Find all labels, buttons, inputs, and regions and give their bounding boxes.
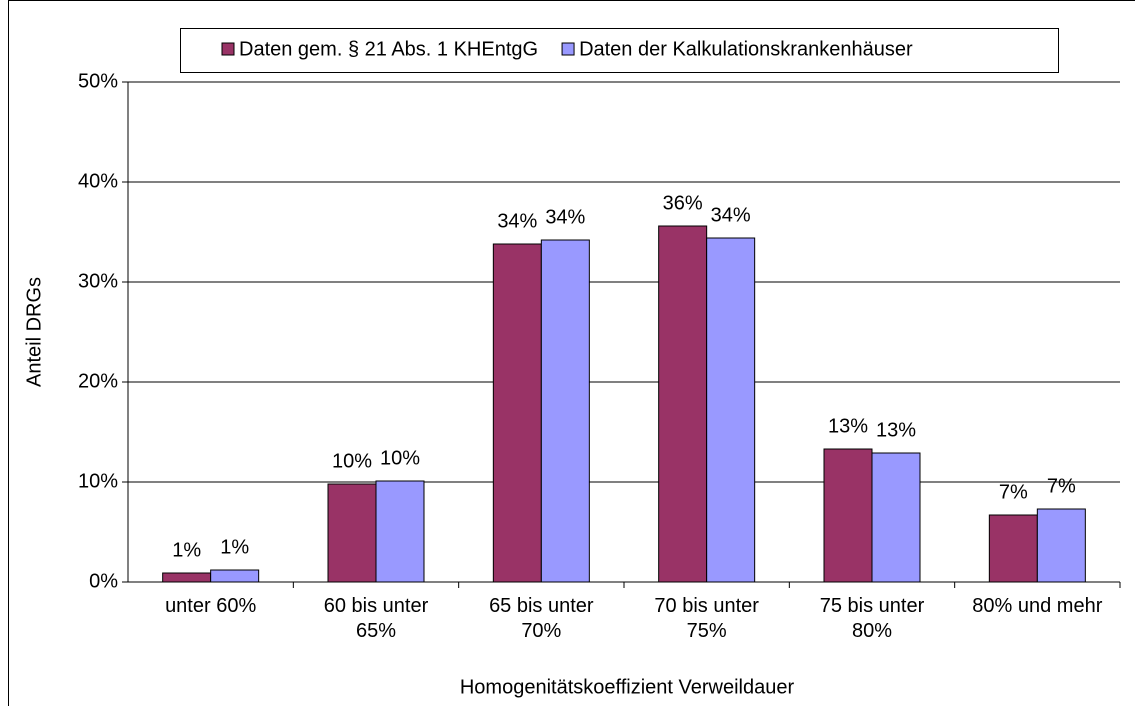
x-tick-label: 75 bis unter 80% (819, 595, 925, 642)
legend-swatch (221, 42, 235, 56)
bar (871, 452, 921, 583)
x-axis-title: Homogenitätskoeffizient Verweildauer (460, 676, 795, 698)
legend-swatch (561, 42, 575, 56)
data-label: 7% (1047, 475, 1076, 497)
x-tick-label: 65 bis unter 70% (489, 595, 594, 642)
data-label: 10% (380, 447, 420, 469)
data-label: 34% (545, 206, 585, 228)
bar (658, 225, 708, 583)
bar (706, 237, 756, 583)
bar (823, 448, 873, 583)
data-label: 13% (876, 419, 916, 441)
legend-label: Daten der Kalkulationskrankenhäuser (579, 38, 913, 60)
data-label: 13% (828, 415, 868, 437)
bar (988, 514, 1038, 583)
data-label: 10% (332, 450, 372, 472)
x-tick-label: unter 60% (165, 595, 257, 617)
x-tick-label: 80% und mehr (972, 595, 1103, 617)
y-tick-label: 0% (89, 570, 118, 592)
y-tick-label: 40% (78, 170, 118, 192)
bar (375, 480, 425, 583)
legend (180, 28, 1059, 73)
bar (210, 569, 260, 583)
x-tick-label: 60 bis unter 65% (323, 595, 429, 642)
chart-border (8, 0, 1135, 706)
bar (327, 483, 377, 583)
y-tick-label: 10% (78, 470, 118, 492)
x-tick-label: 70 bis unter 75% (654, 595, 759, 642)
data-label: 1% (172, 539, 201, 561)
y-tick-label: 50% (78, 70, 118, 92)
y-tick-label: 30% (78, 270, 118, 292)
y-tick-label: 20% (78, 370, 118, 392)
bar (540, 239, 590, 583)
bar (162, 572, 212, 583)
y-axis-title: Anteil DRGs (23, 277, 45, 387)
bar (1036, 508, 1086, 583)
bar (492, 243, 542, 583)
data-label: 34% (711, 204, 751, 226)
data-label: 7% (999, 481, 1028, 503)
data-label: 34% (497, 210, 537, 232)
legend-label: Daten gem. § 21 Abs. 1 KHEntgG (239, 38, 538, 60)
data-label: 36% (663, 192, 703, 214)
data-label: 1% (220, 536, 249, 558)
